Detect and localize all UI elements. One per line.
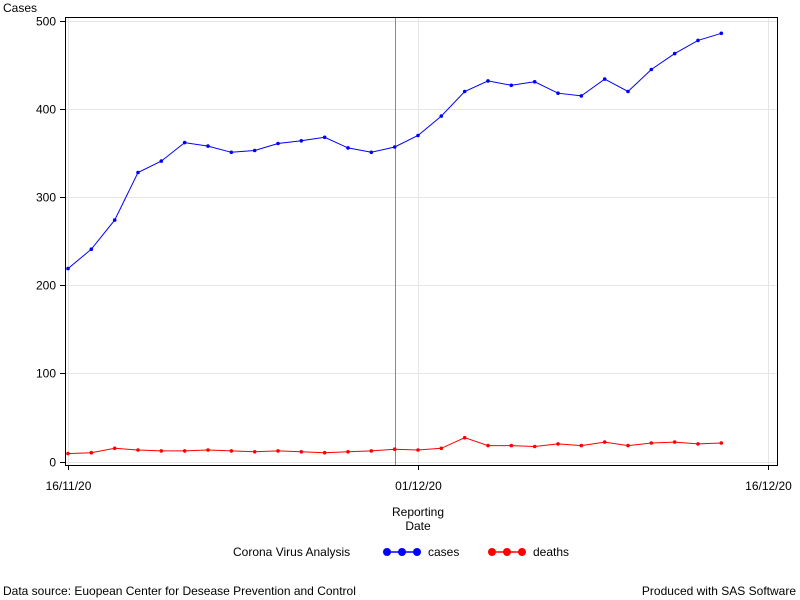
- legend-marker-cases: [398, 548, 406, 556]
- data-point-cases: [626, 89, 630, 94]
- data-point-deaths: [439, 446, 444, 451]
- data-point-cases: [322, 135, 327, 140]
- data-point-cases: [602, 77, 607, 81]
- data-point-cases: [182, 140, 187, 145]
- legend-marker-deaths: [518, 548, 526, 556]
- data-point-cases: [252, 148, 257, 153]
- x-tick-label: 16/12/20: [745, 479, 792, 493]
- data-point-deaths: [276, 449, 280, 453]
- data-point-deaths: [229, 449, 234, 453]
- legend-marker-cases: [413, 548, 421, 556]
- data-point-deaths: [299, 450, 304, 454]
- data-point-deaths: [509, 443, 514, 448]
- data-point-deaths: [672, 440, 677, 444]
- plot-frame: [65, 17, 778, 466]
- data-point-deaths: [112, 446, 117, 451]
- data-point-deaths: [602, 440, 607, 444]
- legend-marker-deaths: [488, 548, 496, 556]
- data-point-cases: [532, 80, 537, 84]
- grid-lines: [65, 17, 777, 465]
- data-point-cases: [66, 266, 70, 271]
- data-point-cases: [416, 133, 420, 138]
- data-point-cases: [299, 139, 304, 143]
- data-point-cases: [346, 146, 350, 150]
- data-point-cases: [112, 218, 117, 222]
- series-line-deaths: [67, 437, 722, 455]
- series-group: [66, 31, 724, 456]
- data-point-deaths: [392, 447, 397, 452]
- data-point-deaths: [579, 443, 584, 448]
- data-point-cases: [509, 83, 514, 88]
- data-point-cases: [579, 94, 584, 98]
- data-point-deaths: [556, 442, 560, 446]
- y-tick-label: 200: [36, 279, 56, 293]
- data-point-deaths: [89, 450, 94, 455]
- data-point-deaths: [252, 450, 257, 454]
- data-point-cases: [369, 150, 374, 155]
- data-point-deaths: [416, 448, 420, 452]
- data-point-deaths: [532, 444, 537, 449]
- data-point-cases: [159, 159, 164, 163]
- legend-label-cases: cases: [428, 545, 459, 559]
- x-tick-label: 01/12/20: [395, 479, 442, 493]
- data-point-cases: [462, 89, 467, 94]
- series-cases: [66, 31, 724, 271]
- y-tick-label: 300: [36, 191, 56, 205]
- legend-items: cases deaths: [383, 545, 569, 559]
- y-tick-label: 100: [36, 367, 56, 381]
- data-point-cases: [719, 31, 724, 36]
- data-point-deaths: [206, 448, 210, 452]
- y-tick-label: 0: [49, 456, 56, 470]
- data-point-cases: [229, 150, 234, 155]
- data-point-deaths: [136, 448, 140, 452]
- data-point-deaths: [346, 450, 350, 454]
- data-point-deaths: [182, 449, 187, 453]
- data-source-note: Data source: Euopean Center for Desease …: [3, 584, 356, 598]
- legend-item-cases: cases: [383, 545, 459, 559]
- data-point-deaths: [626, 443, 630, 448]
- series-deaths: [66, 435, 724, 456]
- data-point-cases: [89, 247, 94, 251]
- data-point-deaths: [369, 449, 374, 453]
- produced-with-note: Produced with SAS Software: [641, 584, 796, 598]
- data-point-deaths: [66, 451, 70, 456]
- data-point-deaths: [719, 441, 724, 445]
- legend: Corona Virus Analysis cases deaths: [233, 545, 569, 559]
- data-point-cases: [392, 145, 397, 149]
- x-axis-title-line-2: Date: [405, 519, 431, 533]
- legend-title: Corona Virus Analysis: [233, 545, 350, 559]
- data-point-cases: [696, 38, 700, 43]
- legend-item-deaths: deaths: [488, 545, 569, 559]
- data-point-deaths: [649, 441, 654, 445]
- data-point-deaths: [159, 449, 164, 453]
- legend-marker-cases: [383, 548, 391, 556]
- x-tick-label: 16/11/20: [46, 479, 92, 493]
- data-point-cases: [136, 170, 140, 175]
- data-point-cases: [649, 67, 654, 72]
- legend-label-deaths: deaths: [533, 545, 569, 559]
- data-point-cases: [486, 79, 490, 83]
- y-axis-title: Cases: [3, 1, 37, 15]
- data-point-cases: [672, 51, 677, 56]
- data-point-cases: [276, 141, 280, 146]
- series-line-cases: [67, 32, 722, 269]
- data-point-deaths: [462, 435, 467, 440]
- data-point-cases: [206, 144, 210, 148]
- y-tick-label: 400: [36, 103, 56, 117]
- legend-marker-deaths: [503, 548, 511, 556]
- data-point-deaths: [696, 442, 700, 446]
- x-axis-title-line-1: Reporting: [392, 505, 444, 519]
- y-tick-label: 500: [36, 15, 56, 29]
- data-point-cases: [439, 114, 444, 118]
- data-point-deaths: [486, 443, 490, 448]
- data-point-deaths: [322, 450, 327, 455]
- data-point-cases: [556, 91, 560, 95]
- axes: 0 100 200 300 400 500 16/11/20 01/12/20 16/12/20: [36, 15, 792, 494]
